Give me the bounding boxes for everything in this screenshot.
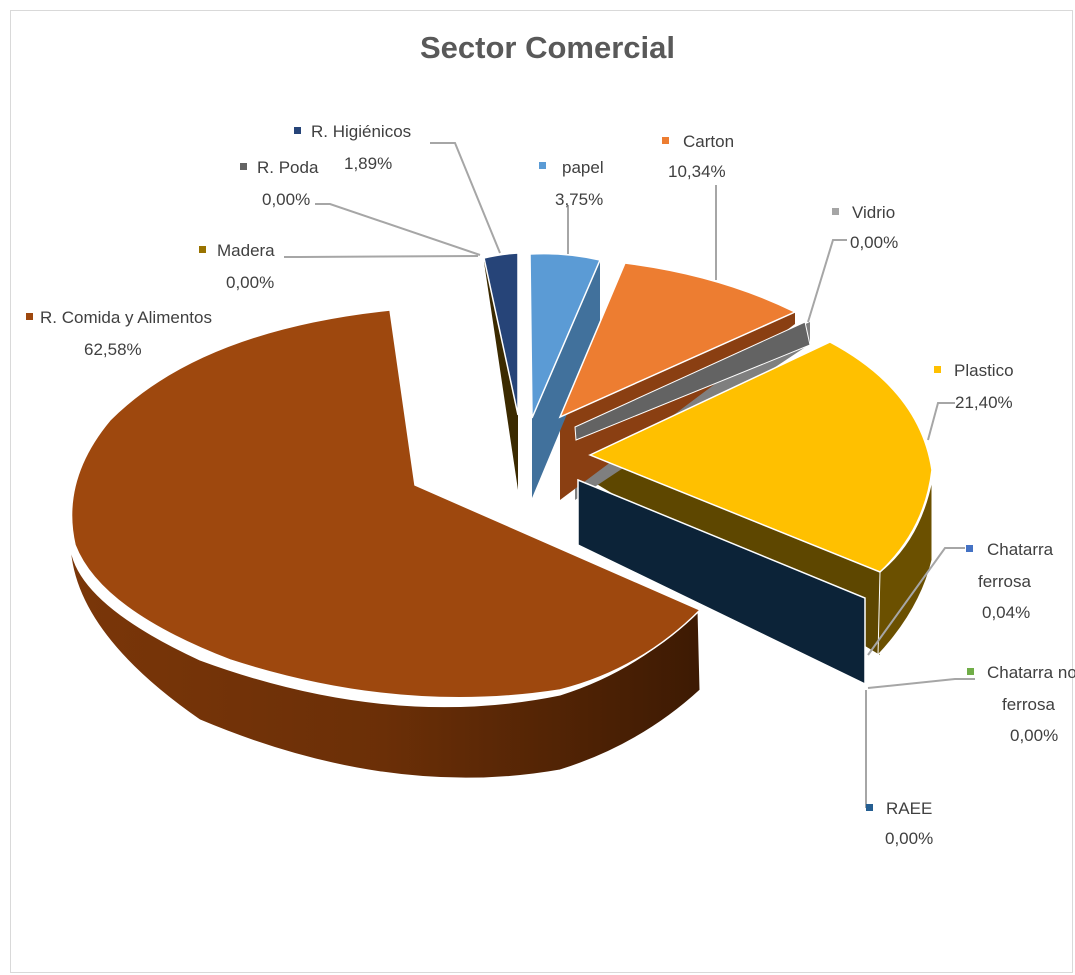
leader-poda	[315, 203, 481, 256]
label-higienicos-percent: 1,89%	[344, 154, 392, 173]
legend-marker-papel	[539, 162, 546, 169]
label-comida-percent: 62,58%	[84, 340, 142, 359]
label-poda-percent: 0,00%	[262, 190, 310, 209]
legend-marker-vidrio	[832, 208, 839, 215]
legend-marker-plastico	[934, 366, 941, 373]
slice-r-higienicos	[483, 252, 519, 416]
slice-side-plastico-outer	[877, 479, 933, 657]
label-chatarra-no-ferrosa-line1: Chatarra no	[987, 663, 1075, 682]
slice-plastico	[588, 341, 933, 573]
slice-side-comida	[69, 539, 701, 779]
label-chatarra-ferrosa-percent: 0,04%	[982, 603, 1030, 622]
data-labels: R. Higiénicos 1,89% R. Poda 0,00% Madera…	[26, 122, 1075, 848]
label-plastico-percent: 21,40%	[955, 393, 1013, 412]
leader-lines	[284, 142, 975, 808]
legend-marker-raee	[866, 804, 873, 811]
legend-marker-chatarra-ferrosa	[966, 545, 973, 552]
legend-marker-madera	[199, 246, 206, 253]
label-poda-name: R. Poda	[257, 158, 319, 177]
label-madera-name: Madera	[217, 241, 275, 260]
label-papel-percent: 3,75%	[555, 190, 603, 209]
label-vidrio-name: Vidrio	[852, 203, 895, 222]
legend-marker-chatarra-no-ferrosa	[967, 668, 974, 675]
pie-top-faces	[70, 252, 933, 699]
slice-vidrio	[574, 321, 811, 441]
label-chatarra-ferrosa-line1: Chatarra	[987, 540, 1054, 559]
label-chatarra-no-ferrosa-line2: ferrosa	[1002, 695, 1055, 714]
label-carton-name: Carton	[683, 132, 734, 151]
slice-raee	[577, 478, 866, 686]
slice-side-higienicos	[484, 258, 518, 490]
label-papel-name: papel	[562, 158, 604, 177]
leader-madera	[284, 255, 479, 258]
label-chatarra-no-ferrosa-percent: 0,00%	[1010, 726, 1058, 745]
label-chatarra-ferrosa-line2: ferrosa	[978, 572, 1031, 591]
label-plastico-name: Plastico	[954, 361, 1014, 380]
leader-chatarra-ferrosa	[867, 547, 965, 656]
label-carton-percent: 10,34%	[668, 162, 726, 181]
label-vidrio-percent: 0,00%	[850, 233, 898, 252]
legend-marker-carton	[662, 137, 669, 144]
chart-title: Sector Comercial	[420, 30, 675, 65]
slice-side-papel	[532, 260, 600, 498]
slice-carton	[558, 262, 797, 419]
label-chatarra-no-ferrosa-name: Chatarra no ferrosa	[987, 663, 1075, 714]
label-comida-name: R. Comida y Alimentos	[40, 308, 212, 327]
legend-marker-comida	[26, 313, 33, 320]
leader-vidrio	[807, 239, 847, 323]
legend-marker-higienicos	[294, 127, 301, 134]
slice-r-comida-y-alimentos	[70, 309, 702, 699]
legend-marker-poda	[240, 163, 247, 170]
label-raee-name: RAEE	[886, 799, 932, 818]
leader-plastico	[927, 402, 955, 441]
leader-chatarra-no-ferrosa	[867, 678, 975, 689]
label-chatarra-ferrosa-name: Chatarra ferrosa	[978, 540, 1058, 591]
label-higienicos-name: R. Higiénicos	[311, 122, 411, 141]
leader-higienicos	[430, 142, 501, 254]
label-madera-percent: 0,00%	[226, 273, 274, 292]
slice-papel	[529, 252, 602, 419]
label-raee-percent: 0,00%	[885, 829, 933, 848]
